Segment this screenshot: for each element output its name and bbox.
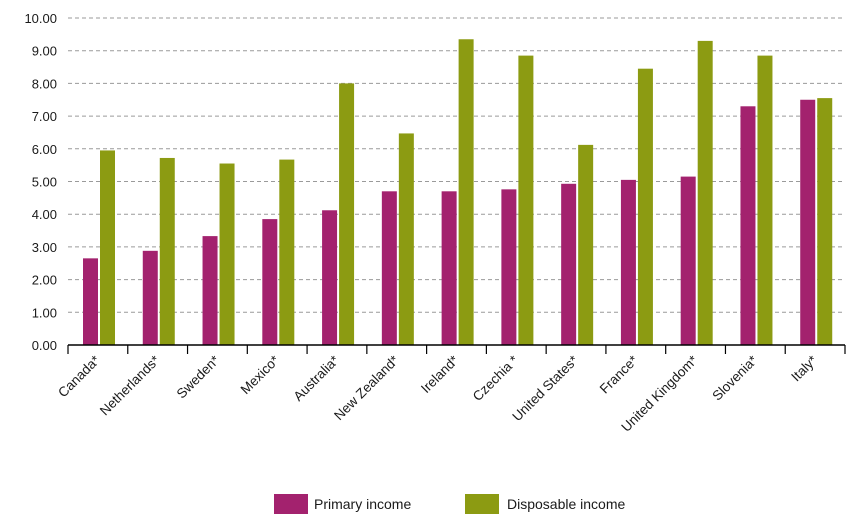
x-category-label: Netherlands* (97, 352, 163, 418)
y-tick-label: 7.00 (32, 109, 57, 124)
y-axis-ticks: 0.00 1.00 2.00 3.00 4.00 5.00 6.00 7.00 8.00 9.00… (24, 11, 57, 353)
y-tick-label: 1.00 (32, 305, 57, 320)
bar-disposable-income (578, 144, 594, 345)
x-axis: Canada*Netherlands* Sweden* Mexico* Austral… (55, 344, 846, 435)
y-tick-label: 4.00 (32, 207, 57, 222)
bar-disposable-income (817, 98, 833, 346)
bar-primary-income (680, 176, 696, 345)
bar-disposable-income (219, 163, 235, 345)
bar-primary-income (740, 106, 756, 345)
x-category-label: France* (597, 352, 642, 397)
bar-disposable-income (100, 150, 115, 345)
bar-primary-income (83, 258, 98, 345)
bar-primary-income (142, 250, 158, 345)
x-category-label: Mexico* (238, 352, 283, 397)
bar-primary-income (800, 99, 816, 345)
y-tick-label: 10.00 (24, 11, 57, 26)
bar-disposable-income (637, 68, 653, 345)
bar-primary-income (501, 189, 517, 345)
y-tick-label: 9.00 (32, 44, 57, 59)
x-category-label: New Zealand* (331, 352, 402, 423)
bar-primary-income (620, 179, 636, 345)
bar-disposable-income (279, 159, 295, 345)
gridlines (68, 17, 845, 313)
x-category-label: Slovenia* (709, 352, 760, 403)
bars (83, 39, 833, 346)
x-category-label: Canada* (55, 352, 103, 400)
legend-swatch (465, 494, 499, 514)
y-tick-label: 8.00 (32, 76, 57, 91)
bar-disposable-income (339, 83, 355, 346)
x-category-label: Australia* (291, 352, 343, 404)
bar-primary-income (322, 210, 338, 345)
bar-primary-income (262, 219, 278, 345)
y-tick-label: 5.00 (32, 175, 57, 190)
bar-disposable-income (757, 55, 773, 345)
legend-label: Primary income (314, 496, 411, 512)
legend: Primary income Disposable income (274, 494, 625, 514)
bar-primary-income (202, 236, 218, 345)
x-category-label: Czechia * (470, 352, 522, 404)
bar-disposable-income (398, 133, 414, 345)
y-tick-label: 6.00 (32, 142, 57, 157)
x-category-label: Italy* (788, 352, 820, 384)
bar-primary-income (561, 183, 577, 345)
legend-swatch (274, 494, 308, 514)
bar-disposable-income (697, 40, 713, 345)
bar-primary-income (441, 191, 457, 345)
y-tick-label: 0.00 (32, 338, 57, 353)
y-tick-label: 3.00 (32, 240, 57, 255)
x-category-label: Ireland* (418, 352, 462, 396)
bar-disposable-income (159, 157, 175, 345)
x-category-label: Sweden* (174, 352, 223, 401)
y-tick-label: 2.00 (32, 273, 57, 288)
bar-disposable-income (518, 55, 534, 345)
bar-disposable-income (458, 39, 474, 345)
legend-label: Disposable income (507, 496, 625, 512)
bar-primary-income (381, 191, 397, 345)
